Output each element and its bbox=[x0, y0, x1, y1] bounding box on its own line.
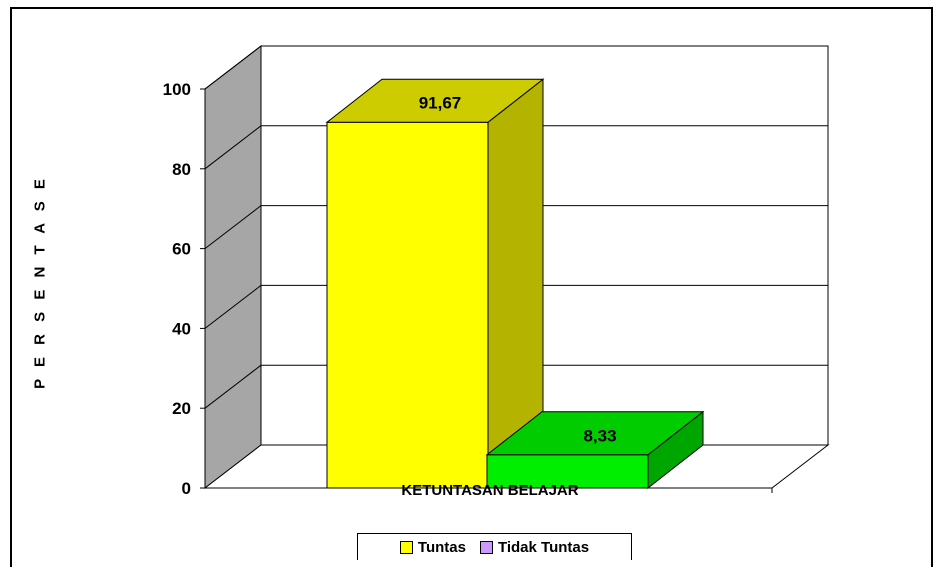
y-tick-label: 40 bbox=[172, 319, 191, 338]
data-label: 8,33 bbox=[583, 426, 616, 445]
data-label: 91,67 bbox=[419, 94, 462, 113]
y-tick-label: 20 bbox=[172, 399, 191, 418]
legend-label-tidak-tuntas: Tidak Tuntas bbox=[497, 538, 590, 556]
chart-frame bbox=[10, 7, 933, 567]
y-tick-label: 100 bbox=[163, 80, 191, 99]
gridline-side bbox=[204, 205, 262, 249]
gridline-side bbox=[204, 125, 262, 170]
data-labels: 91,67 8,33 bbox=[419, 94, 617, 446]
gridline-side bbox=[204, 364, 262, 409]
y-tick-label: 0 bbox=[182, 479, 191, 498]
y-axis-label: P E R S E N T A S E bbox=[31, 175, 49, 389]
bar-top-1 bbox=[485, 411, 705, 456]
y-tick-label: 60 bbox=[172, 240, 191, 259]
bar-front-0 bbox=[326, 121, 489, 489]
y-tick-label: 80 bbox=[172, 160, 191, 179]
bars bbox=[325, 78, 705, 490]
legend-swatch-tidak-tuntas bbox=[479, 540, 493, 554]
side-wall bbox=[204, 44, 262, 490]
legend-label-tuntas: Tuntas bbox=[417, 538, 466, 556]
legend-swatch-tuntas bbox=[399, 540, 413, 554]
y-axis-ticks: 0 20 40 60 80 100 bbox=[163, 80, 773, 498]
legend-item-tidak-tuntas: Tidak Tuntas bbox=[479, 538, 590, 556]
bar-top-0 bbox=[325, 78, 545, 123]
gridline-side bbox=[204, 285, 262, 329]
legend-item-tuntas: Tuntas bbox=[399, 538, 466, 556]
legend: Tuntas Tidak Tuntas bbox=[357, 533, 632, 560]
x-axis-label: KETUNTASAN BELAJAR bbox=[401, 482, 578, 499]
gridline-side bbox=[204, 45, 262, 90]
